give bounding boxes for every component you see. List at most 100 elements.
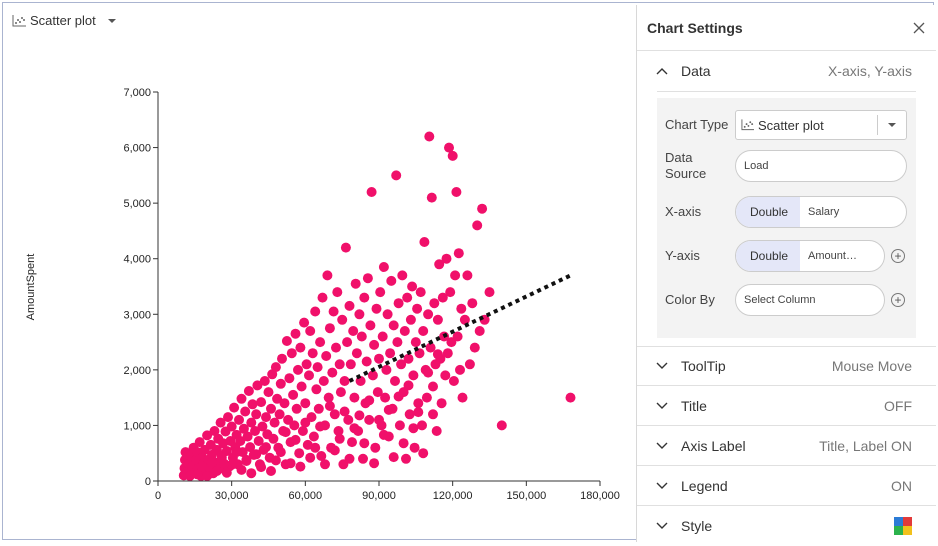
data-point[interactable] (305, 452, 316, 463)
data-point[interactable] (301, 359, 312, 370)
data-point[interactable] (358, 453, 368, 464)
data-point[interactable] (226, 421, 237, 432)
data-point[interactable] (453, 248, 464, 259)
data-point[interactable] (441, 253, 452, 264)
data-point[interactable] (394, 420, 405, 431)
data-point[interactable] (418, 326, 429, 336)
data-point[interactable] (409, 442, 420, 453)
add-y-axis-icon[interactable]: + (891, 249, 905, 263)
chart-type-select[interactable]: Scatter plot (735, 110, 907, 140)
data-point[interactable] (415, 287, 426, 298)
data-point[interactable] (328, 306, 339, 317)
data-point[interactable] (450, 270, 461, 281)
data-point[interactable] (421, 392, 432, 403)
data-point[interactable] (457, 392, 468, 403)
data-point[interactable] (374, 353, 384, 364)
data-point[interactable] (320, 459, 330, 470)
data-point[interactable] (339, 406, 350, 417)
data-point[interactable] (365, 320, 376, 331)
data-point[interactable] (226, 459, 237, 470)
data-point[interactable] (333, 426, 344, 436)
section-legend[interactable]: Legend ON (637, 466, 936, 506)
data-point[interactable] (231, 447, 242, 458)
data-point[interactable] (367, 370, 378, 381)
data-point[interactable] (417, 420, 427, 431)
data-point[interactable] (424, 131, 435, 142)
data-point[interactable] (462, 270, 473, 281)
data-point[interactable] (246, 468, 257, 479)
data-point[interactable] (359, 292, 370, 303)
data-point[interactable] (437, 292, 448, 303)
x-axis-column-pill[interactable]: Double Salary (735, 196, 907, 228)
data-point[interactable] (442, 348, 453, 359)
data-point[interactable] (251, 409, 262, 420)
data-point[interactable] (354, 410, 365, 421)
section-tooltip[interactable]: ToolTip Mouse Move (637, 346, 936, 386)
data-point[interactable] (321, 351, 332, 361)
data-point[interactable] (349, 423, 360, 434)
data-point[interactable] (374, 414, 384, 425)
data-point[interactable] (332, 287, 343, 298)
data-point[interactable] (279, 398, 290, 409)
data-point[interactable] (266, 466, 276, 476)
data-point[interactable] (305, 326, 316, 336)
data-point[interactable] (329, 445, 340, 456)
data-point[interactable] (290, 434, 301, 445)
data-point[interactable] (295, 461, 306, 472)
data-point[interactable] (369, 458, 380, 469)
close-icon[interactable] (912, 21, 926, 35)
data-point[interactable] (403, 353, 414, 364)
data-point[interactable] (474, 326, 485, 336)
data-point[interactable] (335, 387, 346, 398)
data-point[interactable] (362, 273, 373, 284)
data-point[interactable] (304, 370, 314, 381)
data-point[interactable] (294, 448, 305, 459)
data-point[interactable] (291, 403, 302, 414)
data-point[interactable] (236, 393, 247, 404)
data-point[interactable] (464, 359, 475, 370)
y-axis-column-pill[interactable]: Double Amount… (735, 240, 885, 272)
data-point[interactable] (270, 455, 281, 466)
data-point[interactable] (340, 242, 351, 253)
data-point[interactable] (404, 409, 415, 420)
data-point[interactable] (496, 420, 507, 431)
data-point[interactable] (403, 380, 414, 391)
data-point[interactable] (426, 192, 437, 203)
data-point[interactable] (364, 395, 375, 406)
data-point[interactable] (263, 387, 274, 398)
data-point[interactable] (444, 142, 454, 153)
data-point[interactable] (390, 376, 400, 386)
data-point[interactable] (238, 423, 249, 434)
data-point[interactable] (565, 392, 576, 403)
data-point[interactable] (408, 423, 419, 434)
data-point[interactable] (455, 364, 465, 375)
data-point[interactable] (344, 300, 355, 311)
data-point[interactable] (223, 412, 233, 423)
data-point[interactable] (207, 457, 217, 468)
data-point[interactable] (246, 417, 257, 428)
data-point[interactable] (245, 442, 256, 453)
color-by-select[interactable]: Select Column (735, 284, 885, 316)
data-point[interactable] (459, 314, 470, 325)
data-point[interactable] (418, 448, 429, 459)
data-point[interactable] (467, 298, 478, 309)
data-point[interactable] (216, 452, 227, 463)
data-point[interactable] (272, 393, 283, 404)
data-point[interactable] (211, 466, 222, 476)
data-point[interactable] (413, 398, 424, 409)
data-point[interactable] (311, 384, 322, 395)
data-point[interactable] (356, 331, 367, 342)
data-point[interactable] (393, 298, 404, 309)
data-point[interactable] (351, 348, 362, 359)
data-point[interactable] (396, 359, 407, 370)
data-point[interactable] (339, 376, 350, 386)
data-point[interactable] (366, 187, 377, 197)
data-point[interactable] (288, 389, 299, 400)
data-point[interactable] (324, 323, 335, 334)
data-point[interactable] (432, 349, 443, 360)
data-point[interactable] (285, 458, 296, 469)
data-point[interactable] (256, 397, 267, 408)
data-point[interactable] (275, 447, 286, 458)
data-point[interactable] (259, 376, 270, 386)
data-point[interactable] (393, 391, 404, 402)
